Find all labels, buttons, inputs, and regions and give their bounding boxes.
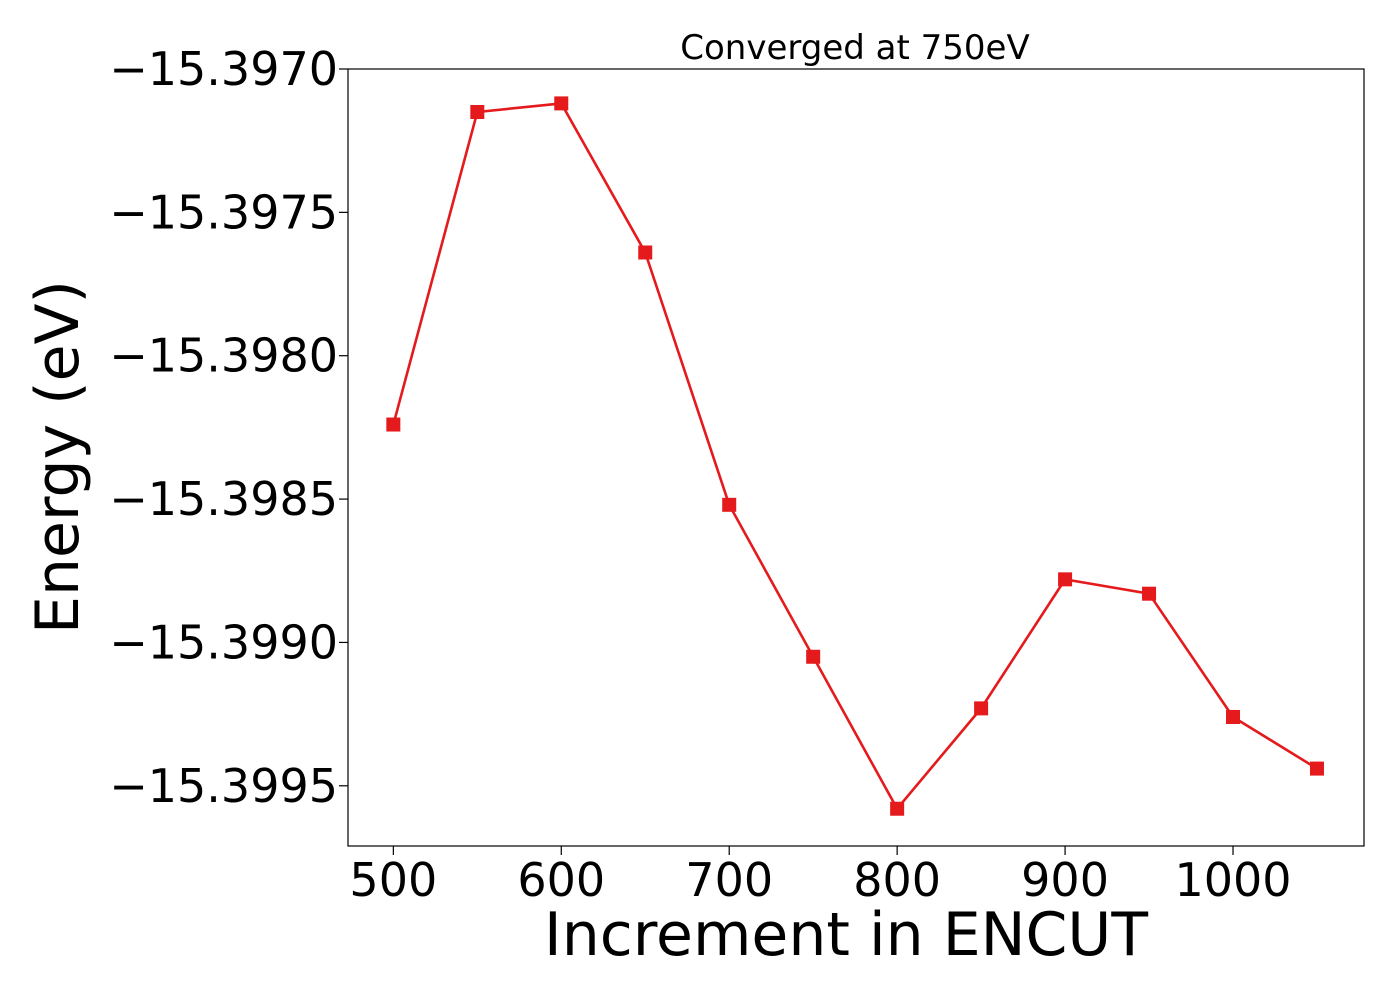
y-tick-label: −15.3985 xyxy=(109,472,338,526)
x-tick-label: 900 xyxy=(1021,853,1109,907)
data-point-marker xyxy=(1058,572,1073,587)
x-tick-label: 800 xyxy=(853,853,941,907)
x-tick-label: 600 xyxy=(517,853,605,907)
y-tick-label: −15.3970 xyxy=(109,42,338,96)
data-point-marker xyxy=(470,105,485,120)
data-point-marker xyxy=(1309,761,1324,776)
data-point-marker xyxy=(974,701,989,716)
x-tick-label: 1000 xyxy=(1174,853,1291,907)
data-point-marker xyxy=(554,96,569,111)
y-tick-label: −15.3995 xyxy=(109,759,338,813)
y-axis-label: Energy (eV) xyxy=(23,280,93,634)
data-point-marker xyxy=(638,245,653,260)
data-point-marker xyxy=(890,801,905,816)
x-tick-label: 500 xyxy=(349,853,437,907)
series-layer xyxy=(386,96,1324,816)
y-tick-label: −15.3990 xyxy=(109,615,338,669)
series-line xyxy=(392,102,1318,811)
data-point-marker xyxy=(806,649,821,664)
data-point-marker xyxy=(1226,709,1241,724)
data-point-marker xyxy=(1142,586,1157,601)
chart-title: Converged at 750eV xyxy=(680,28,1029,68)
y-tick-label: −15.3980 xyxy=(109,329,338,383)
data-point-marker xyxy=(386,417,401,432)
x-axis-ticks: 500 600 700 800 900 1000 xyxy=(349,846,1292,907)
x-tick-label: 700 xyxy=(685,853,773,907)
data-point-marker xyxy=(722,497,737,512)
y-tick-label: −15.3975 xyxy=(109,185,338,239)
y-axis-ticks: −15.3970 −15.3975 −15.3980 −15.3985 −15.3990… xyxy=(109,42,348,813)
x-axis-label: Increment in ENCUT xyxy=(544,900,1148,970)
plot-area-frame xyxy=(347,68,1365,847)
